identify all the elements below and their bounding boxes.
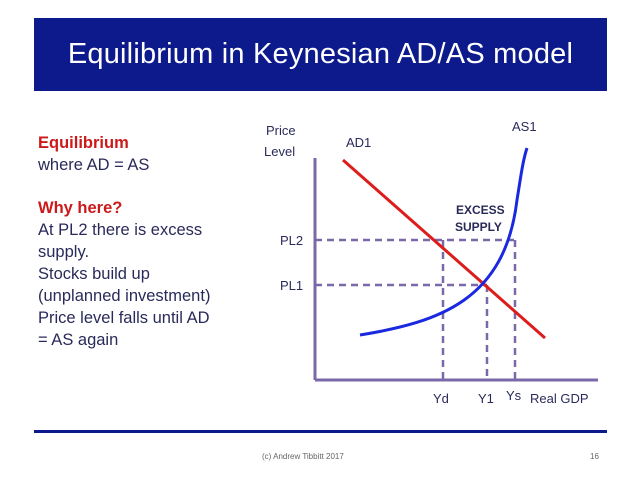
yd-label: Yd [433,391,449,406]
y1-label: Y1 [478,391,494,406]
slide-title: Equilibrium in Keynesian AD/AS model [67,38,574,70]
ad1-label: AD1 [346,135,371,150]
body-line: At PL2 there is excess [38,221,203,239]
pl2-label: PL2 [280,233,303,248]
equilibrium-definition: where AD = AS [38,156,150,174]
body-line: supply. [38,243,90,261]
page-number: 16 [590,452,599,461]
body-line: = AS again [38,331,119,349]
footer-divider [34,430,607,433]
as1-label: AS1 [512,119,537,134]
as1-curve [359,147,529,337]
pl1-label: PL1 [280,278,303,293]
ys-label: Ys [506,388,522,403]
heading-why-here: Why here? [38,199,123,217]
body-line: Stocks build up [38,265,150,283]
supply-label: SUPPLY [455,220,502,234]
footer-credit: (c) Andrew Tibbitt 2017 [262,452,344,461]
body-line: (unplanned investment) [38,287,211,305]
heading-equilibrium: Equilibrium [38,134,129,152]
y-axis-label-price: Price [266,123,296,138]
x-axis-label: Real GDP [530,391,589,406]
excess-label: EXCESS [456,203,505,217]
explanation-text: Equilibrium where AD = AS Why here? At P… [38,132,268,351]
ad1-curve [342,158,546,340]
body-line: Price level falls until AD [38,309,210,327]
title-bar: Equilibrium in Keynesian AD/AS model [34,18,607,91]
y-axis-label-level: Level [264,144,295,159]
